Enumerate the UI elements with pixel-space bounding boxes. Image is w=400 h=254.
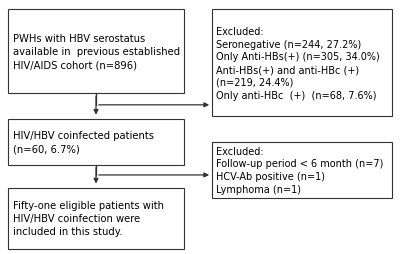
FancyBboxPatch shape xyxy=(8,119,184,165)
FancyBboxPatch shape xyxy=(8,10,184,94)
Text: Excluded:
Follow-up period < 6 month (n=7)
HCV-Ab positive (n=1)
Lymphoma (n=1): Excluded: Follow-up period < 6 month (n=… xyxy=(216,146,383,194)
Text: PWHs with HBV serostatus
available in  previous established
HIV/AIDS cohort (n=8: PWHs with HBV serostatus available in pr… xyxy=(13,34,180,70)
Text: Fifty-one eligible patients with
HIV/HBV coinfection were
included in this study: Fifty-one eligible patients with HIV/HBV… xyxy=(13,201,164,236)
Text: HIV/HBV coinfected patients
(n=60, 6.7%): HIV/HBV coinfected patients (n=60, 6.7%) xyxy=(13,131,154,154)
FancyBboxPatch shape xyxy=(8,188,184,249)
FancyBboxPatch shape xyxy=(212,142,392,198)
Text: Excluded:
Seronegative (n=244, 27.2%)
Only Anti-HBs(+) (n=305, 34.0%)
Anti-HBs(+: Excluded: Seronegative (n=244, 27.2%) On… xyxy=(216,27,380,100)
FancyBboxPatch shape xyxy=(212,10,392,117)
